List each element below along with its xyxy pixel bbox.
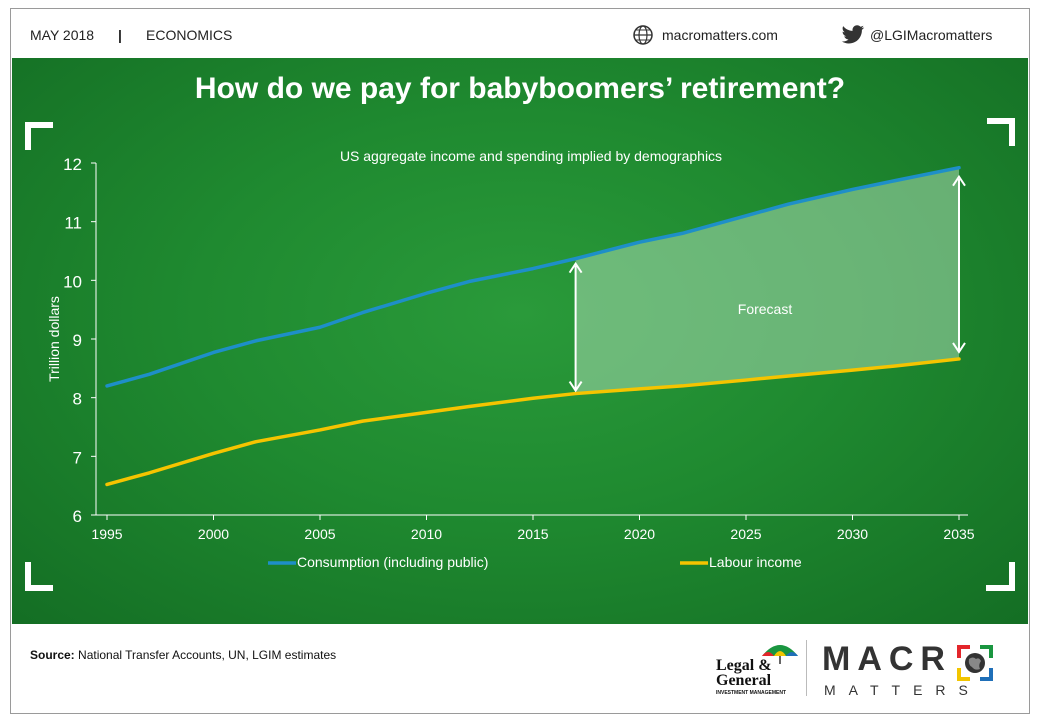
series-layer xyxy=(105,165,961,487)
gap-arrows-layer xyxy=(568,174,966,393)
chart-subtitle: US aggregate income and spending implied… xyxy=(340,148,722,164)
source-note: Source: National Transfer Accounts, UN, … xyxy=(30,648,336,662)
x-tick-label: 2000 xyxy=(198,526,229,542)
y-tick-label: 7 xyxy=(73,448,82,467)
x-tick-label: 2030 xyxy=(837,526,868,542)
source-label: Source: xyxy=(30,648,75,662)
source-text: National Transfer Accounts, UN, LGIM est… xyxy=(78,648,337,662)
logo-line-3: INVESTMENT MANAGEMENT xyxy=(716,690,786,696)
legend-label: Labour income xyxy=(709,554,802,570)
corner-bracket-bottom-right xyxy=(986,562,1015,591)
corner-bracket-bottom-left xyxy=(25,562,53,591)
macro-word: MACR xyxy=(822,640,952,678)
category-label: ECONOMICS xyxy=(146,27,233,43)
y-tick-label: 10 xyxy=(63,272,82,291)
legal-general-logo: Legal & General INVESTMENT MANAGEMENT xyxy=(716,640,806,700)
axes-layer: 6 7 8 9 10 11 12 1995 2000 2005 2010 2015 2020 2025 20… xyxy=(63,155,975,542)
x-tick-label: 2025 xyxy=(730,526,761,542)
header-separator: | xyxy=(118,27,122,43)
logo-line-2: General xyxy=(716,672,772,689)
legend: Consumption (including public) Labour inc… xyxy=(268,554,802,570)
y-tick-label: 6 xyxy=(73,507,82,526)
y-tick-label: 8 xyxy=(73,390,82,409)
macro-matters-logo: MACR O MATTERS xyxy=(822,640,1012,700)
logo-line-1: Legal & xyxy=(716,657,772,674)
forecast-area xyxy=(575,167,959,394)
legend-label: Consumption (including public) xyxy=(297,554,488,570)
consumption-line xyxy=(105,165,961,388)
legend-item: Labour income xyxy=(680,554,802,570)
logo-divider xyxy=(806,640,807,696)
x-tick-label: 2020 xyxy=(624,526,655,542)
corner-brackets xyxy=(25,118,1015,591)
globe-icon xyxy=(633,25,653,45)
globe-square-icon xyxy=(957,645,993,681)
website-link[interactable]: macromatters.com xyxy=(662,27,778,43)
y-tick-label: 11 xyxy=(64,214,82,233)
labour-income-line xyxy=(105,357,961,487)
y-tick-label: 9 xyxy=(73,331,82,350)
y-tick-label: 12 xyxy=(63,155,82,174)
corner-bracket-top-left xyxy=(25,122,53,150)
twitter-handle-link[interactable]: @LGIMacromatters xyxy=(870,27,993,43)
top-bar: MAY 2018 | ECONOMICS macromatters.com @L… xyxy=(12,14,1028,54)
page-title: How do we pay for babyboomers’ retiremen… xyxy=(194,72,846,105)
publication-date: MAY 2018 xyxy=(30,27,95,43)
x-tick-label: 2005 xyxy=(304,526,335,542)
macro-o-badge: O xyxy=(956,644,993,681)
forecast-annotation: Forecast xyxy=(738,301,793,317)
y-axis-label: Trillion dollars xyxy=(46,296,62,382)
x-tick-label: 1995 xyxy=(91,526,122,542)
corner-bracket-top-right xyxy=(987,118,1015,146)
matters-word: MATTERS xyxy=(824,682,981,698)
x-tick-label: 2015 xyxy=(517,526,548,542)
twitter-bird-icon xyxy=(841,25,865,44)
x-tick-label: 2035 xyxy=(943,526,974,542)
umbrella-icon xyxy=(762,645,798,664)
gap-arrow-start xyxy=(568,261,583,393)
x-tick-label: 2010 xyxy=(411,526,442,542)
forecast-area-layer xyxy=(575,167,959,394)
gap-arrow-end xyxy=(952,174,966,354)
legend-item: Consumption (including public) xyxy=(268,554,488,570)
